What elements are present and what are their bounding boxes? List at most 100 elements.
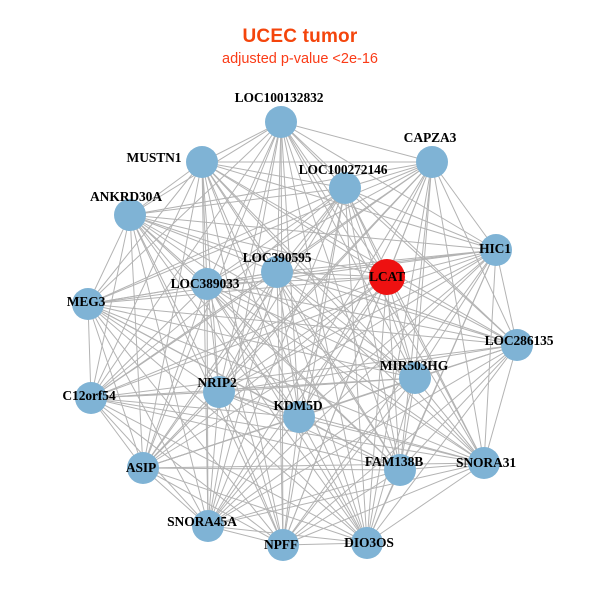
graph-edge: [87, 303, 284, 546]
graph-edge: [218, 391, 485, 464]
graph-edge: [87, 303, 220, 393]
graph-edge: [298, 161, 433, 418]
graph-edge: [280, 121, 518, 346]
graph-edge: [276, 121, 282, 273]
graph-edge: [142, 467, 401, 471]
graph-edge: [399, 344, 518, 471]
graph-node-mustn1[interactable]: [186, 146, 218, 178]
graph-node-kdm5d[interactable]: [283, 401, 315, 433]
graph-edge: [90, 377, 416, 399]
graph-edge: [207, 344, 518, 527]
graph-node-snora31[interactable]: [468, 447, 500, 479]
graph-edge: [201, 161, 209, 527]
graph-edge: [129, 161, 433, 216]
graph-edge: [90, 271, 278, 399]
graph-node-mir503hg[interactable]: [399, 362, 431, 394]
graph-edge: [206, 276, 388, 285]
graph-edge: [366, 249, 497, 544]
graph-edge: [129, 214, 401, 471]
graph-edge: [344, 187, 401, 471]
graph-edge: [282, 377, 416, 546]
graph-edge: [483, 344, 518, 464]
graph-edge: [298, 416, 401, 471]
graph-edge: [90, 397, 368, 544]
graph-node-fam138b[interactable]: [384, 454, 416, 486]
graph-edge: [129, 214, 388, 278]
graph-edge: [206, 283, 209, 527]
graph-edge: [142, 276, 388, 469]
graph-edge: [386, 276, 485, 464]
graph-edge: [201, 161, 368, 544]
graph-node-lcat[interactable]: [369, 259, 405, 295]
graph-edge: [483, 249, 497, 464]
graph-edge: [201, 161, 416, 379]
graph-edge: [87, 303, 368, 544]
graph-edge: [142, 271, 278, 469]
graph-edge: [276, 271, 518, 346]
graph-edge: [142, 249, 497, 469]
graph-edge: [129, 214, 278, 273]
graph-edge: [129, 214, 497, 251]
graph-edge: [207, 121, 282, 527]
graph-edge: [142, 467, 368, 544]
graph-edge: [206, 121, 282, 285]
graph-node-ankrd30a[interactable]: [114, 199, 146, 231]
graph-edge: [366, 276, 388, 544]
graph-edge: [201, 161, 278, 273]
graph-edge: [280, 121, 433, 163]
graph-edge: [201, 161, 518, 346]
graph-edge: [90, 397, 284, 546]
graph-edge: [201, 161, 346, 189]
graph-edge: [87, 303, 209, 527]
graph-node-loc389033[interactable]: [191, 268, 223, 300]
graph-node-loc286135[interactable]: [501, 329, 533, 361]
graph-edge: [206, 249, 497, 285]
graph-edge: [366, 161, 433, 544]
graph-edge: [282, 187, 346, 546]
graph-edge: [87, 303, 416, 379]
graph-edge: [207, 416, 300, 527]
graph-edge: [207, 469, 401, 527]
graph-node-hic1[interactable]: [480, 234, 512, 266]
graph-node-dio3os[interactable]: [351, 527, 383, 559]
graph-node-loc100132832[interactable]: [265, 106, 297, 138]
graph-edge: [206, 283, 220, 393]
graph-edge: [206, 283, 284, 546]
graph-edge: [90, 283, 208, 399]
graph-edge: [218, 187, 346, 393]
graph-edge: [207, 462, 485, 527]
graph-node-loc390595[interactable]: [261, 256, 293, 288]
graph-edge: [414, 161, 433, 379]
graph-edge: [142, 391, 220, 469]
graph-edge: [366, 344, 518, 544]
graph-node-npff[interactable]: [267, 529, 299, 561]
graph-edge: [282, 249, 497, 546]
graph-node-c12orf54[interactable]: [75, 382, 107, 414]
graph-edge: [206, 283, 485, 464]
graph-edge: [298, 187, 346, 418]
graph-edge: [142, 161, 203, 469]
graph-edge: [282, 276, 388, 546]
graph-node-asip[interactable]: [127, 452, 159, 484]
graph-edge: [276, 187, 346, 273]
graph-node-capza3[interactable]: [416, 146, 448, 178]
graph-node-loc100272146[interactable]: [329, 172, 361, 204]
graph-edge: [431, 161, 485, 464]
graph-edge: [90, 344, 518, 399]
graph-edge: [207, 161, 433, 527]
graph-node-nrip2[interactable]: [203, 376, 235, 408]
graph-edge: [431, 161, 497, 251]
graph-edge: [87, 303, 144, 469]
graph-edge: [206, 187, 346, 285]
graph-edge: [386, 276, 518, 346]
graph-node-meg3[interactable]: [72, 288, 104, 320]
graph-edge: [344, 187, 497, 251]
graph-edge: [206, 283, 518, 346]
graph-edge: [201, 161, 388, 278]
graph-edge: [142, 161, 433, 469]
graph-node-snora45a[interactable]: [192, 510, 224, 542]
graph-edge: [298, 276, 388, 418]
graph-edge: [87, 161, 433, 305]
graph-edge: [87, 121, 282, 305]
